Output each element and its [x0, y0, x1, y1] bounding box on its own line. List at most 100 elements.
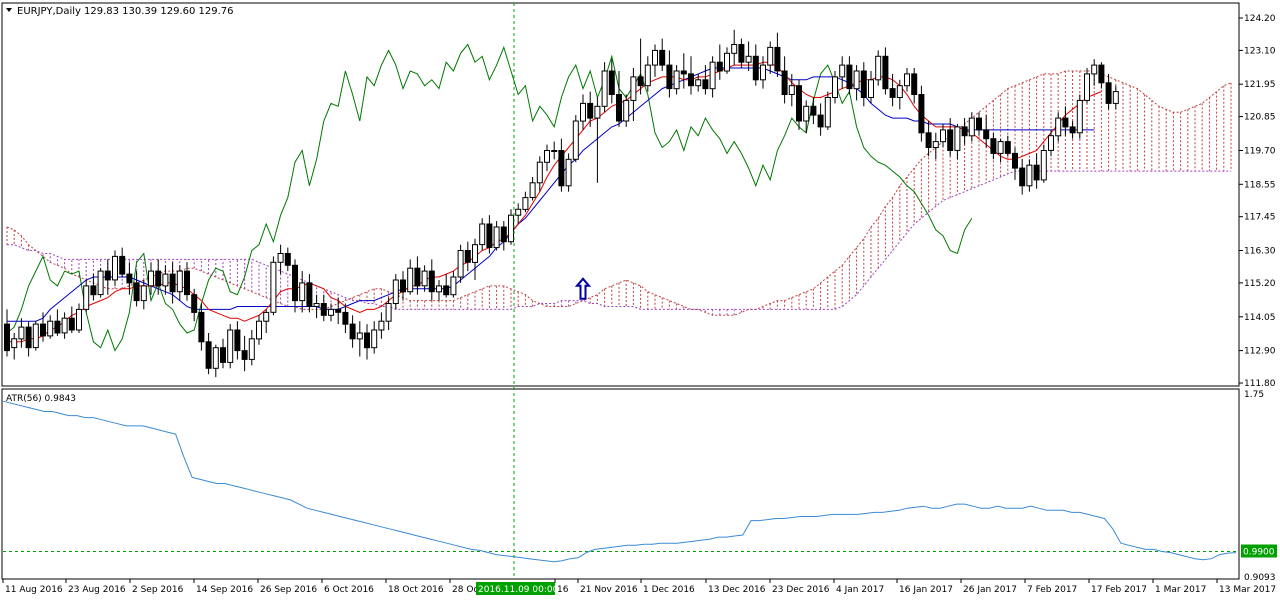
candle-body [227, 329, 234, 363]
candle [889, 73, 896, 107]
atr-panel[interactable]: 0.9900 1.75 0.9093 ATR(56) 0.9843 [1, 388, 1277, 583]
candle [436, 280, 442, 301]
candle-body [284, 253, 291, 266]
candle-body [976, 117, 982, 131]
time-tick-label: 18 Oct 2016 [388, 585, 444, 595]
candle [637, 38, 644, 95]
time-axis: 11 Aug 2016 23 Aug 2016 2 Sep 2016 14 Sep 2… [2, 579, 1276, 595]
candle [184, 262, 190, 301]
price-tick-label: 124.20 [1244, 14, 1276, 24]
candle [1040, 144, 1047, 183]
candle-body [760, 64, 766, 81]
candle [1062, 106, 1069, 136]
candle-body [263, 311, 270, 322]
candle [961, 118, 968, 145]
candle [875, 50, 882, 86]
candle-body [349, 323, 356, 340]
candle-body [32, 323, 39, 349]
candle [299, 271, 306, 313]
price-tick-label: 112.90 [1244, 347, 1276, 357]
candle [983, 115, 990, 148]
candle [234, 321, 241, 360]
time-tick-label: 16 Jan 2017 [899, 585, 953, 595]
candle [356, 321, 363, 357]
candle [652, 44, 658, 77]
crosshair-time-label-bg [476, 582, 555, 595]
candle-body [529, 182, 536, 199]
time-tick-label: 4 Jan 2017 [836, 585, 884, 595]
candle-body [356, 332, 363, 340]
candle [212, 344, 219, 378]
candle [162, 265, 169, 295]
candle [868, 71, 874, 104]
time-tick-label: 16 [557, 585, 569, 595]
candle [443, 274, 450, 298]
candle [565, 153, 572, 192]
candle [673, 65, 680, 95]
candle-body [342, 311, 349, 325]
candle [544, 144, 550, 172]
candle-body [522, 197, 529, 210]
candle [371, 321, 378, 354]
candle [947, 118, 954, 157]
time-tick-label: 23 Dec 2016 [772, 585, 830, 595]
up-arrow-marker [574, 277, 592, 300]
candle [997, 138, 1004, 163]
candle [400, 271, 406, 301]
candle-body [551, 150, 558, 152]
candle-body [1048, 135, 1054, 151]
candle-body [328, 308, 334, 316]
candle-body [659, 49, 666, 66]
candlesticks [4, 29, 1119, 378]
candle [954, 124, 961, 160]
candle [551, 141, 558, 160]
candle [284, 247, 291, 272]
candle-body [1012, 152, 1018, 169]
candle [486, 215, 493, 254]
candle-body [443, 285, 450, 296]
dropdown-triangle-icon[interactable] [6, 8, 12, 12]
candle [529, 177, 536, 201]
time-tick-label: 13 Dec 2016 [708, 585, 766, 595]
candle-body [990, 138, 997, 154]
candle-body [731, 44, 738, 54]
candle-body [745, 55, 752, 63]
candle-body [839, 64, 846, 78]
candle [248, 330, 255, 366]
candle-body [313, 303, 320, 307]
candle-body [515, 208, 522, 216]
candle [774, 32, 781, 77]
candle-body [911, 73, 918, 96]
candle [976, 112, 982, 136]
candle [904, 68, 910, 92]
candle-body [205, 341, 212, 369]
atr-path [2, 400, 1237, 563]
candle-body [997, 141, 1004, 154]
candle [558, 138, 565, 192]
candle [54, 309, 61, 336]
candle [76, 303, 82, 333]
candle-body [925, 132, 932, 149]
candle-body [198, 311, 205, 343]
candle-body [162, 273, 169, 287]
candle-body [299, 282, 306, 302]
price-axis: 124.20 123.10 121.95 120.85 119.70 118.55 117.… [1239, 14, 1276, 389]
candle-body [709, 61, 716, 90]
candle [738, 38, 745, 68]
price-panel[interactable]: 124.20 123.10 121.95 120.85 119.70 118.55 117.… [1, 2, 1276, 389]
candle [745, 41, 752, 71]
candle [335, 297, 342, 325]
candle-body [940, 129, 946, 143]
price-tick-label: 114.05 [1244, 313, 1276, 323]
time-tick-label: 14 Sep 2016 [196, 585, 253, 595]
kijun-sen-line [7, 67, 1095, 322]
candle [796, 79, 802, 130]
candle [306, 274, 313, 313]
candle-body [904, 73, 910, 87]
candle [414, 256, 421, 295]
candle [522, 191, 529, 213]
candle [508, 209, 514, 245]
candle-body [1091, 64, 1098, 75]
candle [515, 203, 522, 224]
candle-body [479, 223, 486, 246]
